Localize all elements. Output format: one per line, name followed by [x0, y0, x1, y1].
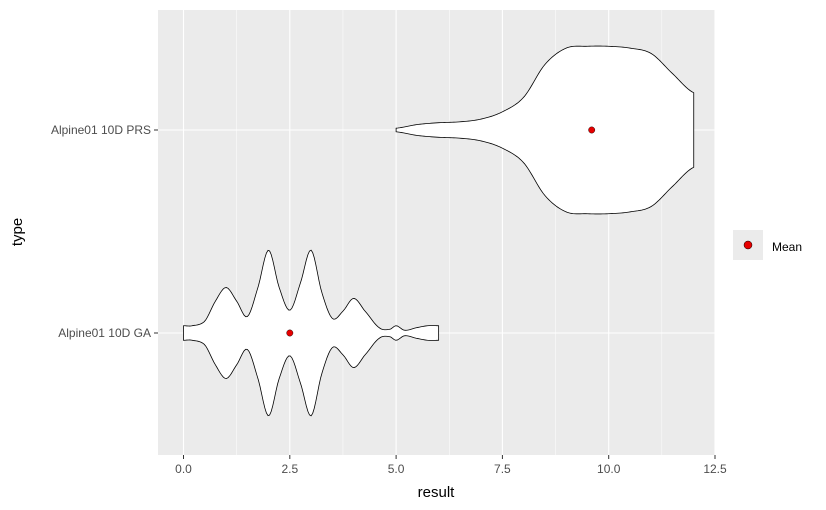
y-axis-title: type	[9, 218, 26, 246]
x-axis-title: result	[418, 484, 456, 501]
mean-points	[286, 126, 596, 337]
violin-prs	[395, 45, 695, 215]
x-tick-label: 12.5	[703, 462, 727, 476]
y-axis: Alpine01 10D GA Alpine01 10D PRS	[51, 123, 158, 340]
x-tick-label: 5.0	[388, 462, 405, 476]
mean-point-prs	[588, 126, 596, 134]
y-tick-label: Alpine01 10D GA	[58, 326, 151, 340]
violin-ga	[183, 249, 440, 417]
y-tick-label: Alpine01 10D PRS	[51, 123, 151, 137]
x-tick-label: 0.0	[175, 462, 192, 476]
legend-mean-marker	[743, 240, 753, 250]
x-tick-label: 7.5	[494, 462, 511, 476]
violin-layer	[183, 45, 695, 417]
mean-point-ga	[286, 329, 294, 337]
legend-label-mean: Mean	[772, 240, 802, 254]
x-tick-label: 10.0	[597, 462, 621, 476]
x-tick-label: 2.5	[281, 462, 298, 476]
legend: Mean	[733, 230, 802, 260]
x-axis: 0.0 2.5 5.0 7.5 10.0 12.5	[175, 455, 727, 476]
